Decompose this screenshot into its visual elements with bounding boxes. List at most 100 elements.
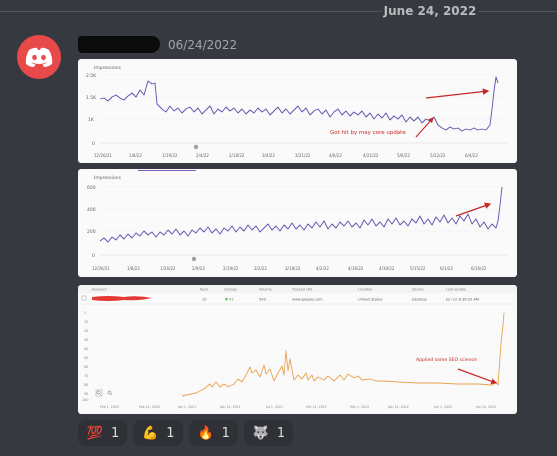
zoom-out-icon-handle	[110, 393, 113, 396]
x-tick: 3/21/22	[295, 153, 311, 158]
zoom-in-button[interactable]	[95, 389, 103, 397]
reaction-count: 1	[221, 425, 230, 441]
x-tick: 6/4/22	[465, 153, 478, 158]
y-tick: 1K	[88, 117, 95, 123]
x-tick: 4/16/22	[348, 266, 364, 271]
reaction-count: 1	[166, 425, 175, 441]
x-tick: 6/16/22	[471, 266, 487, 271]
flexed-biceps-icon: 💪	[142, 425, 159, 441]
x-axis-ticks: 12/26/21 1/8/22 1/26/22 2/9/22 2/19/22 3…	[92, 266, 487, 271]
annotation-text: Applied some SEO science	[416, 357, 477, 363]
x-tick: 3/2/22	[254, 266, 267, 271]
table-header-row	[78, 285, 517, 293]
attachment-impressions-chart-2[interactable]: Impressions 600 400 200 0 12/26/21 1/8/2…	[78, 169, 517, 277]
reaction-wolf[interactable]: 🐺 1	[243, 420, 294, 446]
y-tick: 50	[84, 356, 88, 360]
annotation-arrow	[425, 88, 490, 99]
x-tick: 4/30/22	[379, 266, 395, 271]
rank-line	[181, 312, 505, 397]
x-tick: 12/26/21	[94, 153, 112, 158]
impressions-chart-2: Impressions 600 400 200 0 12/26/21 1/8/2…	[87, 170, 508, 271]
annotation-arrow	[457, 368, 498, 385]
attachment-impressions-chart-1[interactable]: Impressions 2.5K 1.5K 1K 0 Got hit by ma…	[78, 59, 517, 163]
column-header: Volume	[259, 288, 272, 292]
table-header: Keyword Rank Change Volume Tracked URL L…	[92, 288, 466, 292]
x-tick: 4/6/22	[329, 153, 342, 158]
y-tick: 40	[84, 347, 88, 351]
annotation-marker-icon[interactable]	[193, 144, 199, 150]
x-tick: 5/15/22	[410, 266, 426, 271]
x-tick: Apr 15, 2022	[388, 405, 409, 409]
reaction-count: 1	[276, 425, 286, 441]
y-tick: 2.5K	[86, 73, 97, 79]
y-axis-ticks: 1 10 20 30 40 50 60 70 80 90 100	[82, 311, 88, 402]
y-tick: 60	[84, 365, 88, 369]
reactions-bar: 💯 1 💪 1 🔥 1 🐺 1	[78, 420, 294, 446]
x-tick: 3/4/22	[262, 153, 275, 158]
y-tick: 0	[92, 141, 95, 147]
rank-gridlines	[96, 312, 510, 395]
x-tick: 2/9/22	[192, 266, 205, 271]
y-tick: 1	[84, 311, 86, 315]
x-tick: Oct 15, 2021	[306, 405, 327, 409]
x-tick: Apr 15, 2021	[220, 405, 241, 409]
y-tick: 1.5K	[86, 95, 97, 101]
column-header: Tracked URL	[291, 288, 313, 292]
annotation-text: Got hit by may core update	[330, 130, 406, 136]
column-header: Rank	[200, 288, 209, 292]
avatar[interactable]	[17, 35, 61, 79]
x-tick: 1/19/22	[162, 153, 178, 158]
annotation-arrow	[455, 202, 492, 217]
rank-tracker-chart: Keyword Rank Change Volume Tracked URL L…	[78, 285, 517, 409]
x-tick: Jan 1, 2021	[177, 405, 196, 409]
redacted-username[interactable]	[78, 36, 160, 53]
y-axis-title: Impressions	[94, 175, 122, 181]
column-header: Last update	[446, 288, 466, 292]
annotation-marker-icon[interactable]	[191, 256, 197, 262]
cell-device: Desktop	[412, 298, 428, 302]
y-tick: 10	[84, 320, 88, 324]
impressions-line-2	[99, 186, 503, 243]
table-row[interactable]: 10 ▼ 41 590 www.google.com United States…	[202, 298, 479, 302]
date-divider-label: June 24, 2022	[382, 3, 478, 19]
impressions-chart-1: Impressions 2.5K 1.5K 1K 0 Got hit by ma…	[86, 65, 508, 158]
x-tick: 1/8/22	[127, 266, 140, 271]
cell-tracked-url: www.google.com	[292, 298, 323, 302]
cell-volume: 590	[259, 298, 267, 302]
column-header: Change	[224, 288, 237, 292]
zoom-out-icon[interactable]	[107, 390, 112, 395]
x-tick: 6/1/22	[440, 266, 453, 271]
x-tick: Feb 15, 2020	[139, 405, 160, 409]
y-tick: 30	[84, 338, 88, 342]
column-header: Keyword	[92, 288, 106, 292]
x-tick: Feb 1, 2020	[100, 405, 119, 409]
y-tick: 70	[84, 374, 88, 378]
impressions-line-1	[99, 76, 499, 132]
y-tick: 90	[84, 392, 88, 396]
x-tick: Jun 1, 2022	[433, 405, 452, 409]
x-tick: 1/8/22	[129, 153, 142, 158]
discord-logo-icon	[25, 47, 53, 67]
x-axis-ticks: 12/26/21 1/8/22 1/19/22 2/4/22 2/18/22 3…	[94, 153, 478, 158]
x-tick: 5/22/22	[430, 153, 446, 158]
zoom-in-icon	[96, 390, 101, 395]
x-tick: 3/18/22	[285, 266, 301, 271]
x-tick: Jul 1, 2021	[265, 405, 283, 409]
reaction-fire[interactable]: 🔥 1	[188, 420, 238, 446]
x-tick: 12/26/21	[92, 266, 110, 271]
x-axis-ticks: Feb 1, 2020 Feb 15, 2020 Jan 1, 2021 Apr…	[100, 405, 496, 409]
y-tick: 200	[87, 229, 96, 235]
attachment-rank-tracker[interactable]: Keyword Rank Change Volume Tracked URL L…	[78, 285, 517, 414]
annotation-arrow	[415, 117, 434, 138]
y-tick: 80	[84, 383, 88, 387]
cell-last-update: Jun 22 8:36:20 AM	[445, 298, 479, 302]
row-checkbox[interactable]	[81, 295, 87, 301]
redacted-keyword	[92, 296, 152, 301]
x-tick: 2/19/22	[223, 266, 239, 271]
cell-rank: 10	[202, 298, 207, 302]
reaction-flexed-biceps[interactable]: 💪 1	[133, 420, 183, 446]
x-tick: 5/6/22	[397, 153, 410, 158]
y-tick: 400	[87, 207, 96, 213]
y-tick: 0	[92, 253, 95, 259]
reaction-hundred-points[interactable]: 💯 1	[78, 420, 128, 446]
